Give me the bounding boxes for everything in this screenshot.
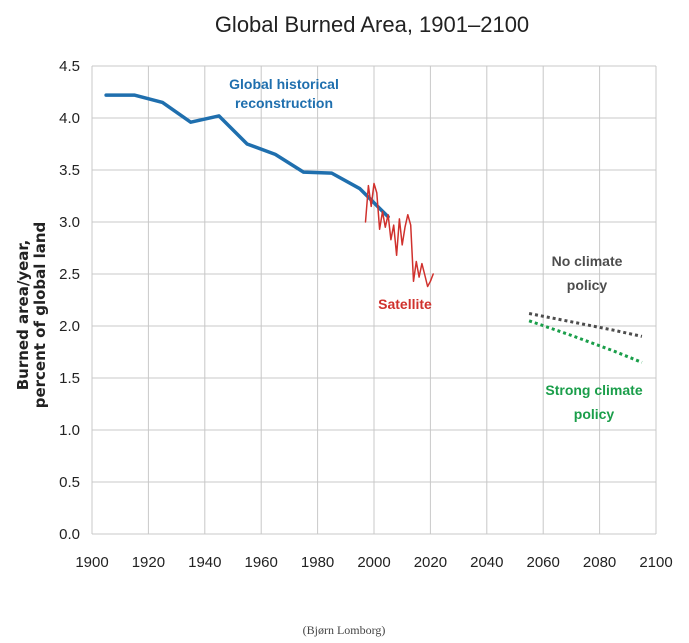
x-tick-label: 1900	[75, 554, 108, 571]
y-tick-label: 3.0	[59, 214, 80, 231]
series-line-no-climate-policy	[528, 312, 643, 338]
x-tick-label: 2100	[639, 554, 672, 571]
y-tick-label: 0.0	[59, 526, 80, 543]
x-tick-label: 2000	[357, 554, 390, 571]
y-tick-label: 2.5	[59, 266, 80, 283]
y-tick-label: 1.5	[59, 370, 80, 387]
x-tick-label: 1940	[188, 554, 221, 571]
x-tick-label: 1980	[301, 554, 334, 571]
y-tick-label: 0.5	[59, 474, 80, 491]
annotation-historical-line2: reconstruction	[235, 95, 333, 111]
y-axis-label-line1: Burned area/year,	[14, 240, 32, 391]
y-tick-label: 4.5	[59, 58, 80, 75]
x-tick-label: 1960	[245, 554, 278, 571]
series-line-strong-climate-policy	[528, 319, 643, 364]
y-axis-label-line2: percent of global land	[31, 222, 49, 409]
annotation-satellite: Satellite	[378, 296, 432, 312]
annotation-strong-policy-line1: Strong climate	[545, 382, 642, 398]
x-tick-labels: 1900 1920 1940 1960 1980 2000 2020 2040 2060 2080…	[75, 554, 672, 571]
annotation-no-policy-line1: No climate	[552, 253, 623, 269]
grid	[91, 65, 657, 535]
y-tick-label: 1.0	[59, 422, 80, 439]
chart-title: Global Burned Area, 1901–2100	[215, 12, 529, 37]
y-tick-label: 4.0	[59, 110, 80, 127]
annotation-historical-line1: Global historical	[229, 76, 339, 92]
x-tick-label: 2060	[527, 554, 560, 571]
y-tick-labels: 0.0 0.5 1.0 1.5 2.0 2.5 3.0 3.5 4.0 4.5	[59, 58, 80, 543]
x-tick-label: 2020	[414, 554, 447, 571]
annotation-no-policy-line2: policy	[567, 277, 608, 293]
y-tick-label: 2.0	[59, 318, 80, 335]
annotation-strong-policy-line2: policy	[574, 406, 615, 422]
y-tick-label: 3.5	[59, 162, 80, 179]
x-tick-label: 1920	[132, 554, 165, 571]
x-tick-label: 2040	[470, 554, 503, 571]
series-line-satellite	[364, 182, 434, 288]
x-tick-label: 2080	[583, 554, 616, 571]
image-credit: (Bjørn Lomborg)	[303, 623, 386, 637]
series-line-global-historical-reconstruction	[104, 93, 390, 219]
series-lines	[104, 93, 643, 364]
